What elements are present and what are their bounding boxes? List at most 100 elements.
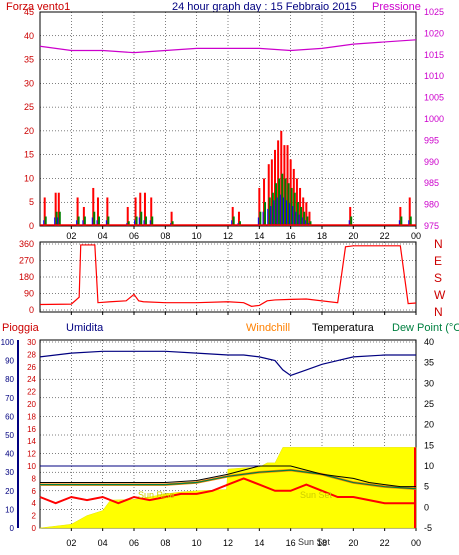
- humidity-tick-label: 10: [5, 505, 14, 514]
- rain-tick-label: 20: [27, 400, 36, 409]
- temp-tick-label: 35: [424, 358, 434, 368]
- x-tick-label: 04: [98, 538, 108, 548]
- x-tick-label: 22: [380, 231, 390, 241]
- temp-tick-label: 10: [424, 461, 434, 471]
- rain-tick-label: 16: [27, 425, 36, 434]
- rain-tick-label: 0: [32, 524, 37, 533]
- humidity-tick-label: 80: [5, 375, 14, 384]
- rain-tick-label: 2: [32, 512, 37, 521]
- sun-set-label: Sun Set: [300, 490, 333, 500]
- wind-bars: [40, 130, 416, 226]
- x-tick-label: 18: [317, 538, 327, 548]
- direction-tick-label: 180: [19, 272, 34, 282]
- x-tick-label: 12: [223, 231, 233, 241]
- temperature-series: [40, 465, 416, 488]
- pressure-line: [39, 39, 417, 54]
- page-title: 24 hour graph day : 15 Febbraio 2015: [172, 1, 357, 13]
- rain-tick-label: 10: [27, 462, 36, 471]
- wind-speed-tick-label: 0: [29, 221, 34, 231]
- pressure-tick-label: 995: [424, 135, 439, 145]
- x-tick-label: 08: [160, 231, 170, 241]
- wind-speed-label: Forza vento1: [6, 1, 70, 13]
- solar-series: [39, 447, 417, 529]
- rain-tick-label: 12: [27, 450, 36, 459]
- humidity-tick-label: 50: [5, 431, 14, 440]
- x-tick-label: 06: [129, 538, 139, 548]
- x-tick-label: 00: [411, 231, 421, 241]
- humidity-tick-label: 40: [5, 450, 14, 459]
- temperature-label: Temperatura: [312, 322, 375, 334]
- rain-tick-label: 18: [27, 412, 36, 421]
- pressure-tick-label: 1020: [424, 28, 444, 38]
- humidity-tick-label: 70: [5, 394, 14, 403]
- x-tick-label: 18: [317, 231, 327, 241]
- pressure-tick-label: 985: [424, 178, 439, 188]
- temp-tick-label: 5: [424, 482, 429, 492]
- solar-area: [39, 447, 417, 529]
- pressure-series: [39, 39, 417, 54]
- humidity-line: [39, 350, 416, 377]
- direction-tick-label: 270: [19, 256, 34, 266]
- x-tick-label: 14: [254, 538, 264, 548]
- direction-series: [39, 244, 417, 307]
- windchill-label: Windchill: [246, 322, 290, 334]
- climate-axes: 0102030405060708090100024681012141618202…: [1, 337, 434, 548]
- direction-tick-label: 360: [19, 239, 34, 249]
- wind-speed-tick-label: 45: [24, 7, 34, 17]
- cardinal-label: W: [434, 288, 446, 302]
- rain-label: Pioggia: [2, 322, 40, 334]
- temperature-lines: [40, 465, 417, 490]
- wind-speed-tick-label: 40: [24, 31, 34, 41]
- wind-speed-tick-label: 35: [24, 55, 34, 65]
- temp-tick-label: 0: [424, 502, 429, 512]
- temp-tick-label: 40: [424, 337, 434, 347]
- x-tick-label: 00: [411, 538, 421, 548]
- direction-grid: [40, 242, 417, 315]
- rain-tick-label: 24: [27, 375, 36, 384]
- temp-tick-label: 30: [424, 378, 434, 388]
- pressure-label: Pressione: [372, 1, 421, 13]
- rain-tick-label: 26: [27, 363, 36, 372]
- x-tick-label: 02: [66, 231, 76, 241]
- x-tick-label: 10: [192, 538, 202, 548]
- pressure-tick-label: 1005: [424, 93, 444, 103]
- wind-speed-tick-label: 15: [24, 150, 34, 160]
- pressure-tick-label: 990: [424, 157, 439, 167]
- humidity-tick-label: 60: [5, 412, 14, 421]
- cardinal-label: N: [434, 237, 443, 251]
- temp-tick-label: -5: [424, 523, 432, 533]
- temp-tick-label: 20: [424, 420, 434, 430]
- x-tick-label: 06: [129, 231, 139, 241]
- direction-tick-label: 0: [29, 305, 34, 315]
- pressure-tick-label: 975: [424, 221, 439, 231]
- x-tick-label: 14: [254, 231, 264, 241]
- direction-tick-label: 90: [24, 289, 34, 299]
- cardinal-label: E: [434, 254, 442, 268]
- humidity-tick-label: 30: [5, 468, 14, 477]
- direction-line: [39, 244, 417, 307]
- sun-set-bottom-label: Sun Set: [298, 537, 331, 547]
- cardinal-label: N: [434, 305, 443, 319]
- rain-series: [39, 477, 416, 505]
- humidity-series: [39, 350, 416, 377]
- dewpoint-label: Dew Point (°C: [392, 322, 459, 334]
- x-tick-label: 08: [160, 538, 170, 548]
- x-tick-label: 02: [66, 538, 76, 548]
- temp-tick-label: 15: [424, 440, 434, 450]
- x-tick-label: 12: [223, 538, 233, 548]
- pressure-tick-label: 1025: [424, 7, 444, 17]
- humidity-tick-label: 90: [5, 357, 14, 366]
- rain-tick-label: 6: [32, 487, 37, 496]
- wind-speed-tick-label: 10: [24, 173, 34, 183]
- x-tick-label: 16: [286, 538, 296, 548]
- wind-speed-tick-label: 5: [29, 197, 34, 207]
- temp-tick-label: 25: [424, 399, 434, 409]
- rain-tick-label: 8: [32, 474, 37, 483]
- humidity-label: Umidita: [66, 322, 104, 334]
- x-tick-label: 22: [380, 538, 390, 548]
- pressure-tick-label: 980: [424, 200, 439, 210]
- wind-axes: 0510152025303540459759809859909951000100…: [24, 7, 444, 241]
- wind-speed-tick-label: 20: [24, 126, 34, 136]
